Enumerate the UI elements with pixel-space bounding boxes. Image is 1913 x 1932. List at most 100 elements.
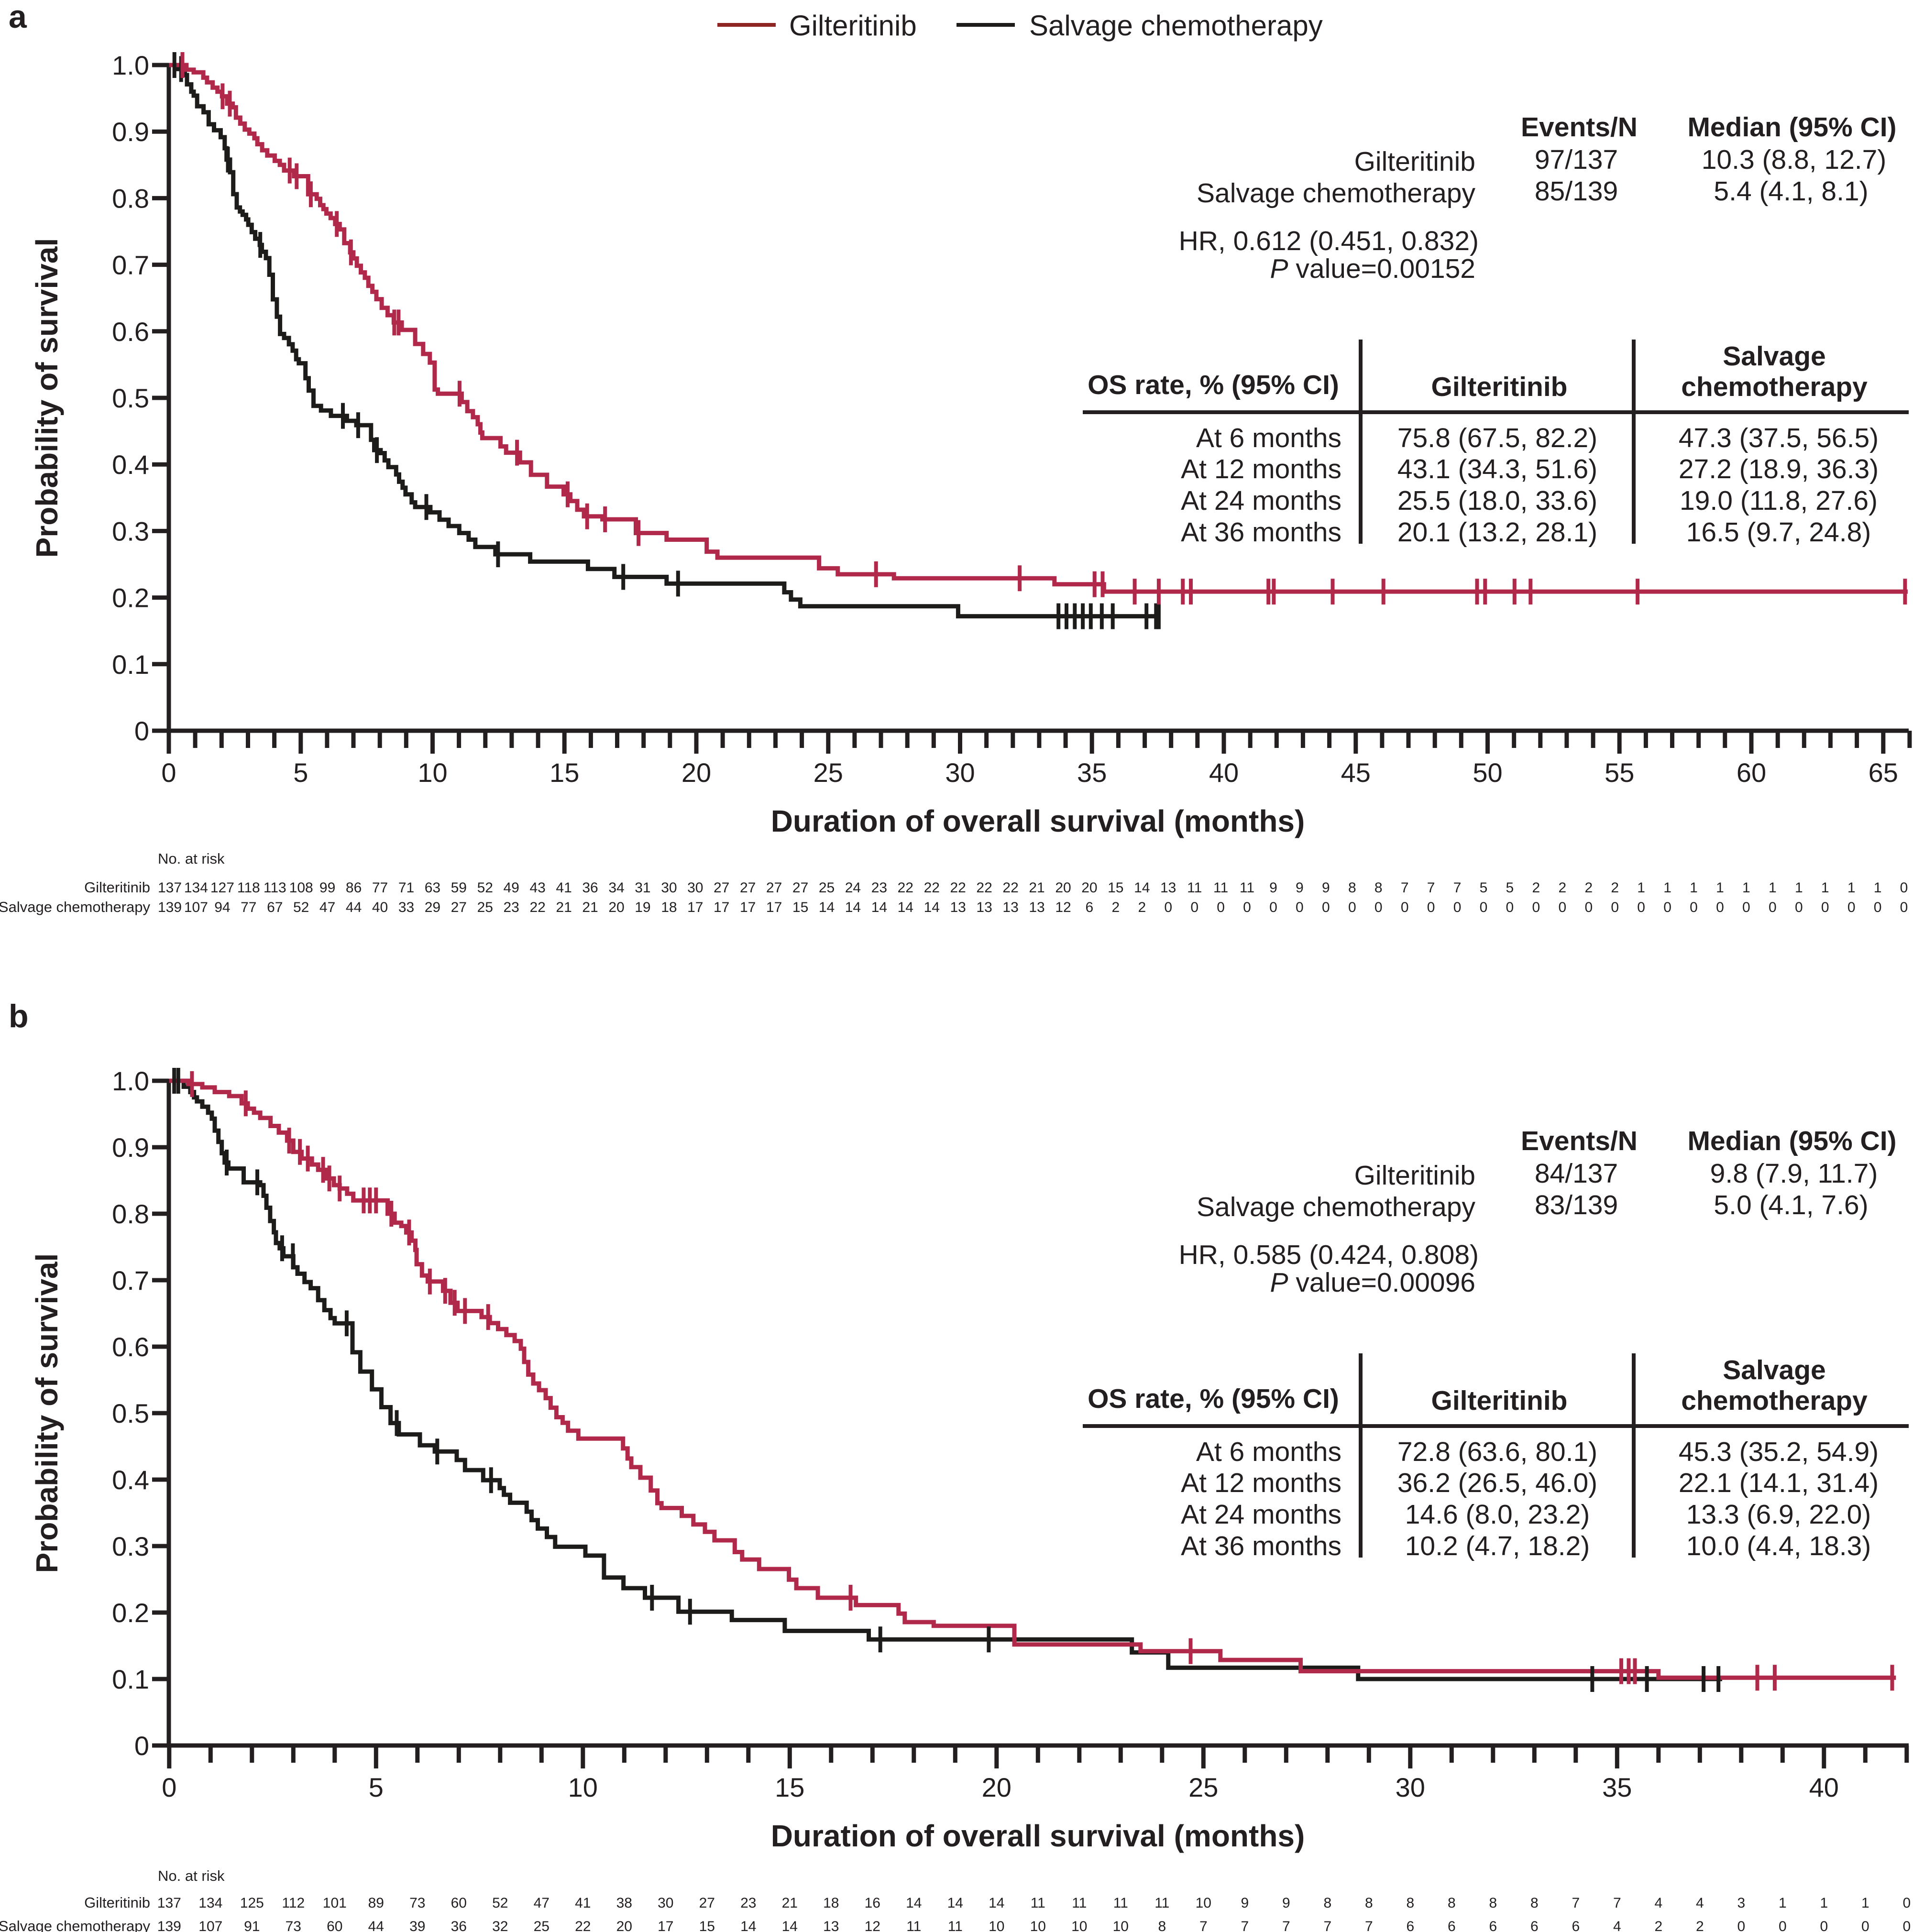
svg-text:27: 27	[792, 880, 808, 896]
svg-text:14: 14	[740, 1919, 756, 1932]
svg-text:5.4 (4.1, 8.1): 5.4 (4.1, 8.1)	[1714, 176, 1868, 207]
svg-text:14: 14	[947, 1895, 963, 1911]
svg-text:71: 71	[398, 880, 414, 896]
svg-text:8: 8	[1406, 1895, 1414, 1911]
svg-text:10: 10	[418, 757, 447, 788]
svg-text:0: 0	[1742, 900, 1750, 915]
svg-text:35: 35	[1602, 1772, 1632, 1802]
svg-text:134: 134	[198, 1895, 222, 1911]
svg-text:0.6: 0.6	[112, 317, 149, 347]
svg-text:29: 29	[425, 900, 440, 915]
svg-text:7: 7	[1427, 880, 1435, 896]
svg-text:55: 55	[1605, 757, 1634, 788]
svg-text:0: 0	[1737, 1919, 1745, 1932]
svg-text:7: 7	[1282, 1919, 1290, 1932]
svg-text:1: 1	[1716, 880, 1724, 896]
svg-text:2: 2	[1654, 1919, 1662, 1932]
svg-text:52: 52	[477, 880, 493, 896]
svg-text:1: 1	[1779, 1895, 1787, 1911]
svg-text:22.1 (14.1, 31.4): 22.1 (14.1, 31.4)	[1679, 1468, 1879, 1498]
svg-text:73: 73	[409, 1895, 425, 1911]
svg-text:2: 2	[1584, 880, 1593, 896]
svg-text:38: 38	[616, 1895, 632, 1911]
svg-text:7: 7	[1401, 880, 1409, 896]
svg-text:41: 41	[556, 880, 572, 896]
svg-text:14: 14	[924, 900, 940, 915]
svg-text:No. at risk: No. at risk	[158, 1867, 225, 1884]
svg-text:0: 0	[1820, 1919, 1828, 1932]
svg-text:8: 8	[1448, 1895, 1456, 1911]
svg-text:chemotherapy: chemotherapy	[1681, 372, 1868, 402]
svg-text:14: 14	[782, 1919, 798, 1932]
svg-text:108: 108	[289, 880, 313, 896]
svg-text:0: 0	[1217, 900, 1225, 915]
svg-text:63: 63	[425, 880, 440, 896]
svg-text:13: 13	[823, 1919, 839, 1932]
svg-text:10.3 (8.8, 12.7): 10.3 (8.8, 12.7)	[1702, 144, 1887, 175]
svg-text:8: 8	[1530, 1895, 1539, 1911]
svg-text:21: 21	[582, 900, 598, 915]
svg-text:0: 0	[134, 716, 149, 746]
svg-text:0: 0	[1348, 900, 1356, 915]
svg-text:Gilteritinib: Gilteritinib	[84, 1894, 150, 1911]
svg-text:24: 24	[845, 880, 861, 896]
svg-text:0: 0	[162, 1772, 176, 1802]
svg-text:25.5 (18.0, 33.6): 25.5 (18.0, 33.6)	[1397, 485, 1597, 516]
svg-text:2: 2	[1138, 900, 1146, 915]
svg-text:At 36 months: At 36 months	[1181, 1531, 1341, 1561]
svg-text:0: 0	[1611, 900, 1619, 915]
svg-text:21: 21	[1029, 880, 1044, 896]
svg-text:14: 14	[1134, 880, 1150, 896]
svg-text:0: 0	[1861, 1919, 1869, 1932]
svg-text:2: 2	[1532, 880, 1540, 896]
svg-text:9.8 (7.9, 11.7): 9.8 (7.9, 11.7)	[1710, 1158, 1878, 1189]
svg-text:OS rate, % (95% CI): OS rate, % (95% CI)	[1088, 370, 1339, 400]
svg-text:0: 0	[1506, 900, 1514, 915]
svg-text:0: 0	[1322, 900, 1330, 915]
svg-text:At 6 months: At 6 months	[1196, 1437, 1341, 1467]
svg-text:9: 9	[1296, 880, 1304, 896]
svg-text:137: 137	[157, 1895, 181, 1911]
svg-text:1: 1	[1795, 880, 1803, 896]
svg-text:0: 0	[1902, 1919, 1911, 1932]
svg-text:7: 7	[1365, 1919, 1373, 1932]
svg-text:1: 1	[1847, 880, 1856, 896]
svg-text:0.5: 0.5	[112, 383, 149, 413]
svg-text:0: 0	[1269, 900, 1277, 915]
svg-text:85/139: 85/139	[1535, 176, 1618, 207]
svg-text:Salvage chemotherapy: Salvage chemotherapy	[0, 899, 150, 915]
svg-text:41: 41	[575, 1895, 591, 1911]
svg-text:1: 1	[1637, 880, 1645, 896]
svg-text:139: 139	[158, 900, 182, 915]
svg-text:0: 0	[1558, 900, 1566, 915]
svg-text:52: 52	[293, 900, 309, 915]
svg-text:Gilteritinib: Gilteritinib	[1431, 372, 1568, 402]
svg-text:15: 15	[1108, 880, 1123, 896]
svg-text:36.2 (26.5, 46.0): 36.2 (26.5, 46.0)	[1397, 1468, 1597, 1498]
svg-text:91: 91	[244, 1919, 260, 1932]
svg-text:84/137: 84/137	[1535, 1158, 1618, 1189]
svg-text:9: 9	[1282, 1895, 1290, 1911]
svg-text:107: 107	[184, 900, 208, 915]
svg-text:17: 17	[740, 900, 756, 915]
svg-text:14.6 (8.0, 23.2): 14.6 (8.0, 23.2)	[1405, 1499, 1590, 1530]
svg-text:11: 11	[906, 1919, 921, 1932]
svg-text:27: 27	[451, 900, 467, 915]
svg-text:0: 0	[134, 1731, 149, 1761]
svg-text:20: 20	[1081, 880, 1097, 896]
svg-text:Salvage chemotherapy: Salvage chemotherapy	[1197, 1192, 1476, 1222]
svg-text:45: 45	[1341, 757, 1371, 788]
svg-text:At 12 months: At 12 months	[1181, 454, 1341, 484]
svg-text:HR, 0.612 (0.451, 0.832): HR, 0.612 (0.451, 0.832)	[1179, 226, 1479, 256]
svg-text:a: a	[9, 0, 27, 35]
svg-text:0: 0	[1401, 900, 1409, 915]
svg-text:Gilteritinib: Gilteritinib	[1354, 146, 1475, 177]
svg-text:60: 60	[327, 1919, 342, 1932]
svg-text:21: 21	[556, 900, 572, 915]
svg-text:6: 6	[1572, 1919, 1580, 1932]
svg-text:1.0: 1.0	[112, 50, 149, 80]
svg-text:1: 1	[1742, 880, 1750, 896]
svg-text:43.1 (34.3, 51.6): 43.1 (34.3, 51.6)	[1397, 454, 1597, 484]
svg-text:23: 23	[740, 1895, 756, 1911]
svg-text:5: 5	[1506, 880, 1514, 896]
